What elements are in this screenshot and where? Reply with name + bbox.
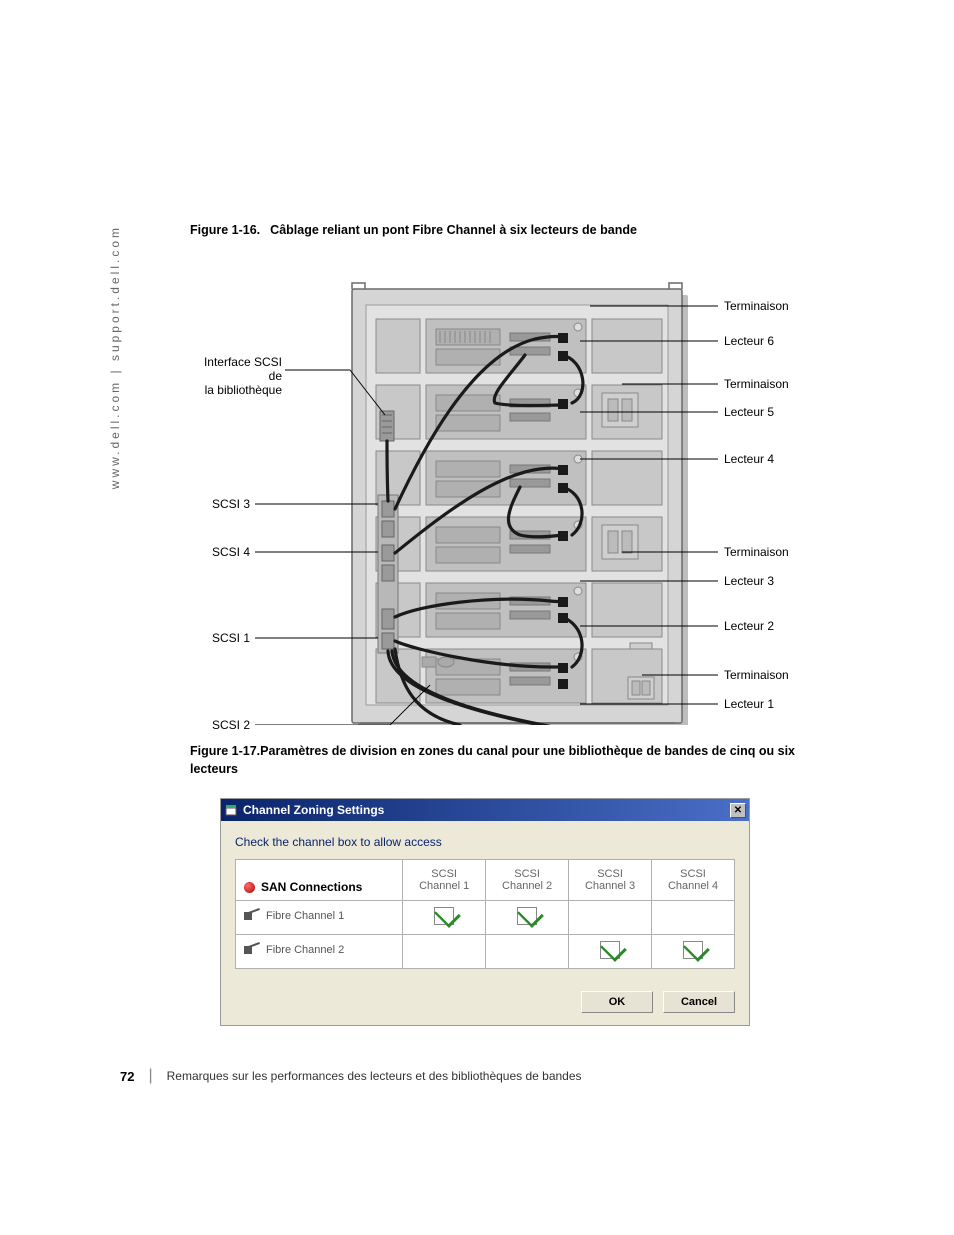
table-row: Fibre Channel 2 — [236, 935, 735, 969]
cell-fc1-ch1[interactable] — [403, 901, 486, 935]
dialog-buttons: OK Cancel — [221, 981, 749, 1025]
cancel-button[interactable]: Cancel — [663, 991, 735, 1013]
san-header-text: SAN Connections — [261, 880, 362, 894]
page-number: 72 — [120, 1069, 134, 1084]
row-fc2-label: Fibre Channel 2 — [236, 935, 403, 969]
dialog-title-icon — [224, 803, 238, 817]
row-fc1-label: Fibre Channel 1 — [236, 901, 403, 935]
checkbox-icon[interactable] — [517, 907, 537, 925]
label-terminaison-1: Terminaison — [724, 299, 789, 313]
cell-fc1-ch2[interactable] — [486, 901, 569, 935]
label-terminaison-3: Terminaison — [724, 545, 789, 559]
channel-zoning-dialog: Channel Zoning Settings ✕ Check the chan… — [220, 798, 750, 1026]
figure-16-caption: Figure 1-16. Câblage reliant un pont Fibr… — [190, 223, 810, 237]
dialog-titlebar: Channel Zoning Settings ✕ — [221, 799, 749, 821]
footer-separator: | — [148, 1067, 152, 1085]
label-scsi-3: SCSI 3 — [190, 497, 250, 511]
label-interface-scsi: Interface SCSI dela bibliothèque — [190, 355, 282, 397]
row-fc2-text: Fibre Channel 2 — [266, 944, 344, 956]
dialog-body: Check the channel box to allow access SA… — [221, 821, 749, 981]
cell-fc1-ch4[interactable] — [652, 901, 735, 935]
col-scsi-4: SCSIChannel 4 — [652, 860, 735, 901]
dialog-instruction: Check the channel box to allow access — [235, 835, 735, 849]
label-lecteur-4: Lecteur 4 — [724, 452, 774, 466]
col-scsi-1: SCSIChannel 1 — [403, 860, 486, 901]
cell-fc1-ch3[interactable] — [569, 901, 652, 935]
diagram-svg — [190, 255, 810, 725]
label-scsi-1: SCSI 1 — [190, 631, 250, 645]
label-lecteur-5: Lecteur 5 — [724, 405, 774, 419]
cell-fc2-ch4[interactable] — [652, 935, 735, 969]
label-terminaison-2: Terminaison — [724, 377, 789, 391]
figure-17-number: Figure 1-17. — [190, 744, 260, 758]
checkbox-icon[interactable] — [683, 941, 703, 959]
san-header-cell: SAN Connections — [236, 860, 403, 901]
dialog-title: Channel Zoning Settings — [243, 803, 730, 817]
content-area: Figure 1-16. Câblage reliant un pont Fibr… — [190, 223, 810, 1026]
figure-16-title: Câblage reliant un pont Fibre Channel à … — [270, 223, 637, 237]
figure-16-number: Figure 1-16. — [190, 223, 260, 237]
label-lecteur-3: Lecteur 3 — [724, 574, 774, 588]
figure-17-caption: Figure 1-17.Paramètres de division en zo… — [190, 743, 810, 778]
checkbox-icon[interactable] — [434, 907, 454, 925]
cell-fc2-ch1[interactable] — [403, 935, 486, 969]
checkbox-icon[interactable] — [600, 941, 620, 959]
zoning-table: SAN Connections SCSIChannel 1 SCSIChanne… — [235, 859, 735, 969]
table-row: Fibre Channel 1 — [236, 901, 735, 935]
fibre-channel-icon — [244, 910, 260, 922]
label-lecteur-1: Lecteur 1 — [724, 697, 774, 711]
row-fc1-text: Fibre Channel 1 — [266, 910, 344, 922]
san-bullet-icon — [244, 882, 255, 893]
label-lecteur-6: Lecteur 6 — [724, 334, 774, 348]
label-scsi-4: SCSI 4 — [190, 545, 250, 559]
figure-17-title: Paramètres de division en zones du canal… — [190, 744, 795, 776]
close-icon[interactable]: ✕ — [730, 803, 746, 818]
label-terminaison-4: Terminaison — [724, 668, 789, 682]
label-scsi-2: SCSI 2 — [190, 718, 250, 732]
chapter-title: Remarques sur les performances des lecte… — [167, 1069, 582, 1083]
cell-fc2-ch2[interactable] — [486, 935, 569, 969]
cabling-diagram: Terminaison Lecteur 6 Terminaison Lecteu… — [190, 255, 810, 725]
label-lecteur-2: Lecteur 2 — [724, 619, 774, 633]
cell-fc2-ch3[interactable] — [569, 935, 652, 969]
sidebar-url: www.dell.com | support.dell.com — [108, 225, 122, 489]
ok-button[interactable]: OK — [581, 991, 653, 1013]
col-scsi-2: SCSIChannel 2 — [486, 860, 569, 901]
col-scsi-3: SCSIChannel 3 — [569, 860, 652, 901]
fibre-channel-icon — [244, 944, 260, 956]
page-footer: 72 | Remarques sur les performances des … — [120, 1067, 790, 1085]
